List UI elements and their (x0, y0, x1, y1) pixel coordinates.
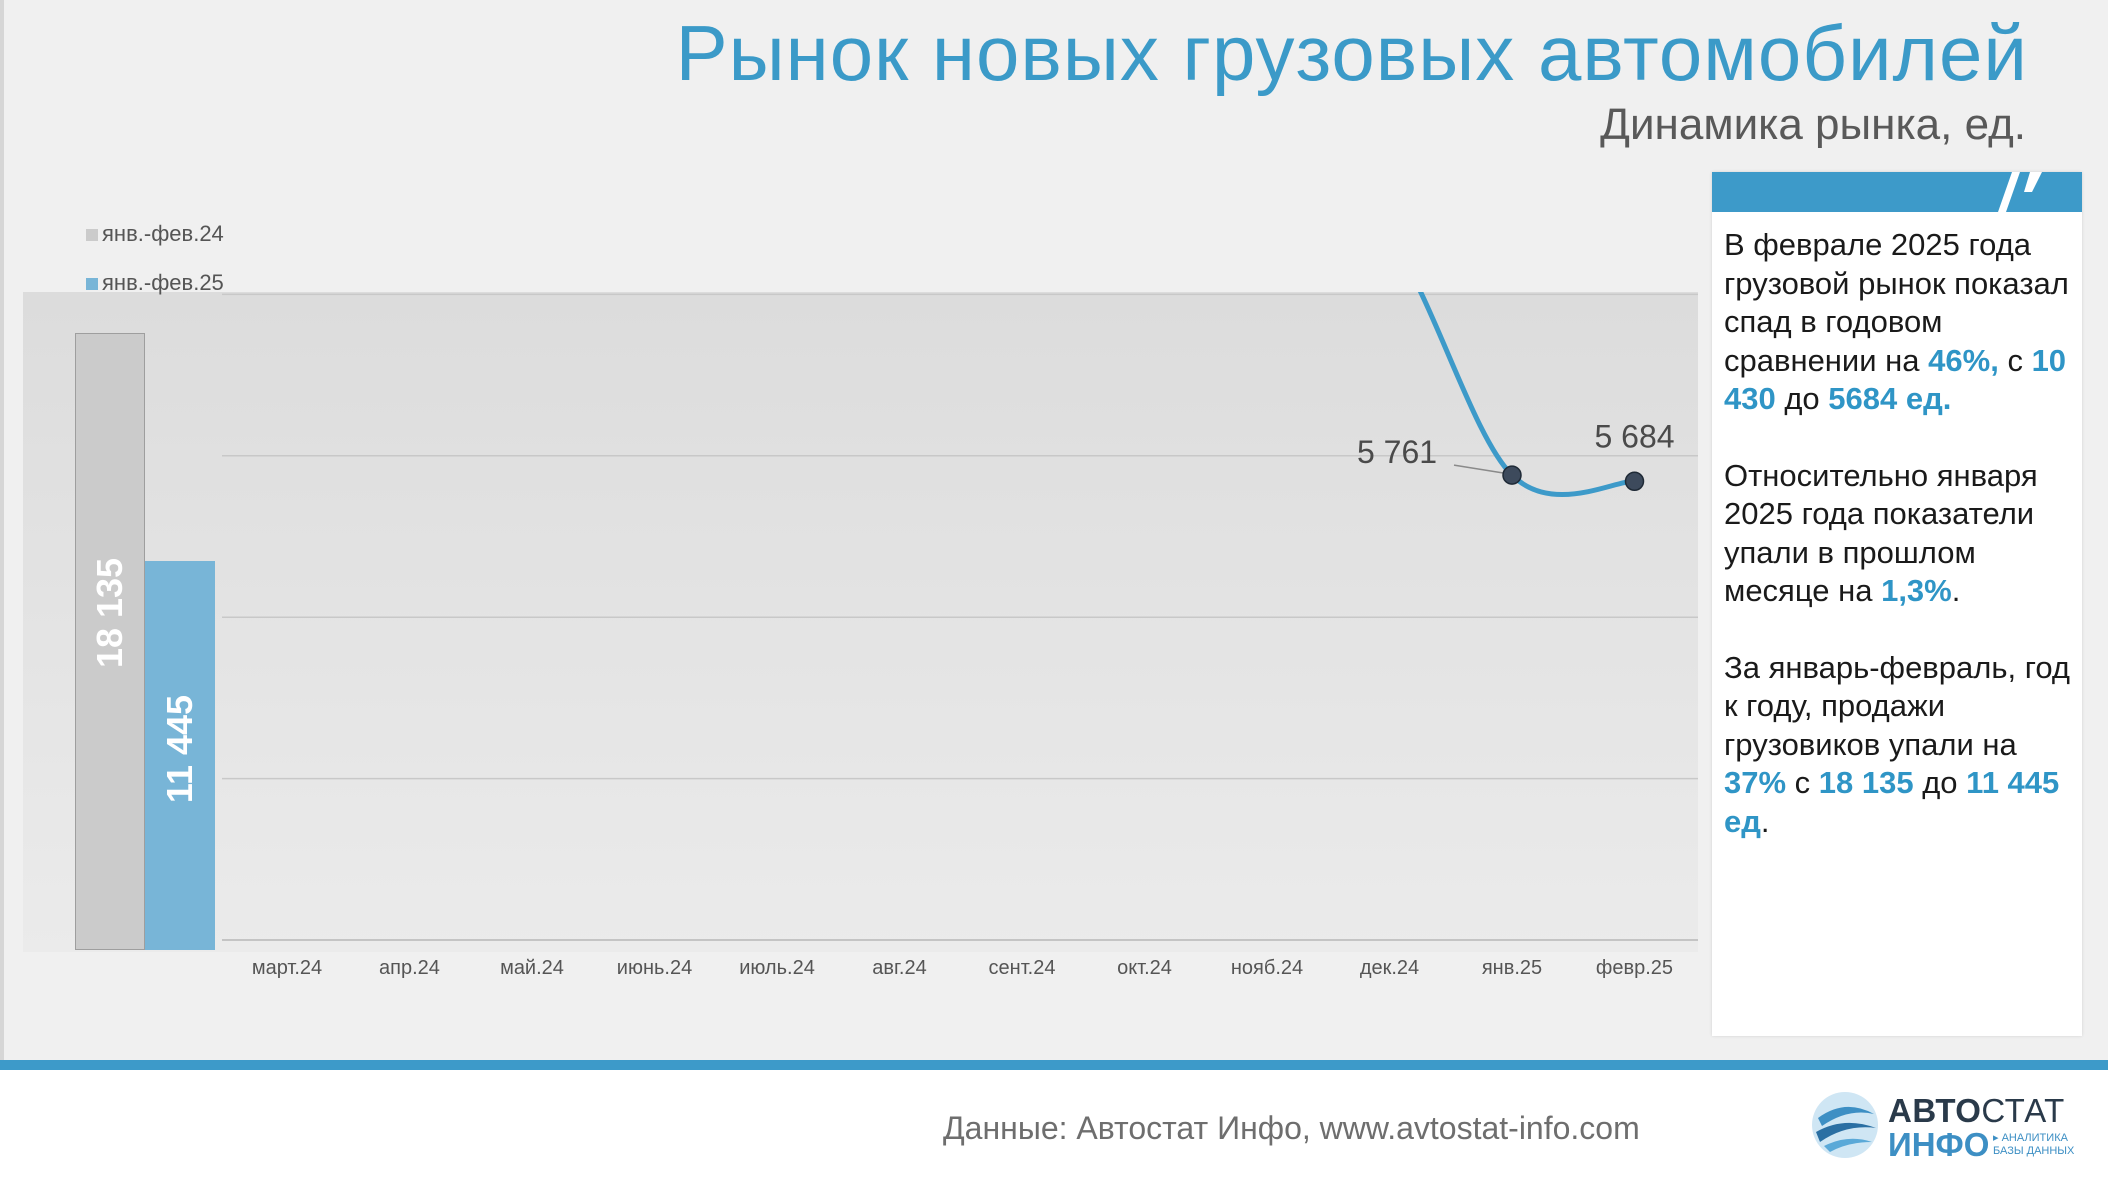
info-p1-highlight-1: 46%, (1928, 342, 1999, 378)
x-tick-label: дек.24 (1360, 957, 1419, 979)
bar-jan-feb-24 (75, 333, 145, 950)
x-tick-label: июнь.24 (617, 957, 692, 979)
logo-tagline-1: ▸ АНАЛИТИКА (1993, 1132, 2068, 1144)
bar-jan-feb-25 (145, 560, 215, 950)
info-p3-highlight-1: 37% (1724, 765, 1787, 800)
x-tick-label: апр.24 (379, 957, 440, 979)
info-p3-text-4: . (1760, 803, 1770, 839)
page-title: Рынок новых грузовых автомобилей (675, 9, 2028, 97)
info-paragraph-1: В феврале 2025 года грузовой рынок показ… (1724, 226, 2074, 419)
x-tick-label: июль.24 (739, 957, 815, 979)
x-tick-label: февр.25 (1596, 957, 1673, 979)
info-p2-highlight-1: 1,3% (1881, 573, 1952, 608)
info-p3-highlight-2: 18 135 (1818, 765, 1914, 800)
page-subtitle: Динамика рынка, ед. (1600, 100, 2026, 149)
legend-item-cur: янв.-фев.25 (86, 270, 224, 296)
info-p1-highlight-2: 10 430 (1724, 342, 2067, 417)
x-tick-label: сент.24 (989, 957, 1056, 979)
legend-label-prev: янв.-фев.24 (102, 221, 224, 246)
footer-accent-band (0, 1060, 2108, 1070)
info-p3-text-3: до (1913, 765, 1967, 800)
info-card-header-bar (1712, 172, 2082, 212)
info-p3-highlight-3: 11 445 ед (1724, 765, 2060, 839)
legend-swatch-prev (86, 229, 98, 242)
line-chart-svg: 11 641март.2411 248апр.249 548май.2410 8… (222, 292, 1698, 979)
x-tick-label: нояб.24 (1231, 957, 1303, 979)
info-p2-text-2: . (1951, 573, 1961, 608)
data-point (1502, 465, 1522, 485)
slash-mark-icon (1998, 172, 2042, 212)
x-tick-label: янв.25 (1482, 957, 1542, 979)
source-credit: Данные: Автостат Инфо, www.avtostat-info… (943, 1110, 1640, 1146)
legend-label-cur: янв.-фев.25 (102, 270, 224, 295)
info-paragraph-3: За январь-февраль, год к году, продажи г… (1724, 649, 2074, 842)
x-tick-label: окт.24 (1117, 957, 1172, 979)
info-p1-text-3: до (1775, 381, 1829, 416)
logo-word-avtostat: АВТОСТАТ (1888, 1092, 2065, 1130)
logo-globe-icon (1812, 1092, 1878, 1158)
monthly-line-chart: 11 641март.2411 248апр.249 548май.2410 8… (222, 292, 1698, 979)
comparison-chart: янв.-фев.24 янв.-фев.25 18 135 11 445 (23, 221, 224, 952)
logo-tagline-2: БАЗЫ ДАННЫХ (1993, 1145, 2075, 1157)
x-tick-label: авг.24 (872, 957, 926, 979)
data-label: 5 761 (1357, 434, 1437, 470)
logo-word-info: ИНФО (1888, 1126, 1990, 1163)
x-tick-label: май.24 (500, 957, 564, 979)
info-p1-text-1: В феврале 2025 года грузовой рынок показ… (1724, 227, 2069, 378)
left-edge-rule (0, 0, 4, 1060)
legend-item-prev: янв.-фев.24 (86, 221, 224, 247)
info-text: В феврале 2025 года грузовой рынок показ… (1724, 226, 2074, 879)
bar-label-jan-feb-24: 18 135 (89, 558, 130, 669)
info-card: В феврале 2025 года грузовой рынок показ… (1712, 172, 2082, 1036)
x-tick-label: март.24 (252, 957, 322, 979)
data-point (1624, 471, 1645, 492)
data-label: 5 684 (1594, 418, 1674, 454)
leader-line (1453, 464, 1505, 474)
info-p1-text-2: с (1998, 342, 2032, 378)
footer (0, 1070, 2108, 1180)
bar-label-jan-feb-25: 11 445 (159, 694, 200, 803)
logo-tagline: ▸ АНАЛИТИКА БАЗЫ ДАННЫХ (1993, 1132, 2074, 1158)
info-paragraph-2: Относительно января 2025 года показатели… (1724, 457, 2074, 611)
avtostat-logo: АВТОСТАТ ИНФО ▸ АНАЛИТИКА БАЗЫ ДАННЫХ (1808, 1088, 2078, 1163)
legend-swatch-cur (86, 278, 98, 291)
info-p3-text-1: За январь-февраль, год к году, продажи г… (1724, 649, 2070, 762)
logo-word-stat: СТАТ (1981, 1092, 2065, 1129)
logo-word-avto: АВТО (1888, 1092, 1982, 1129)
info-p2-text-1: Относительно января 2025 года показатели… (1724, 457, 2038, 609)
info-p3-text-2: с (1786, 765, 1819, 800)
info-p1-highlight-3: 5684 ед. (1828, 381, 1952, 416)
